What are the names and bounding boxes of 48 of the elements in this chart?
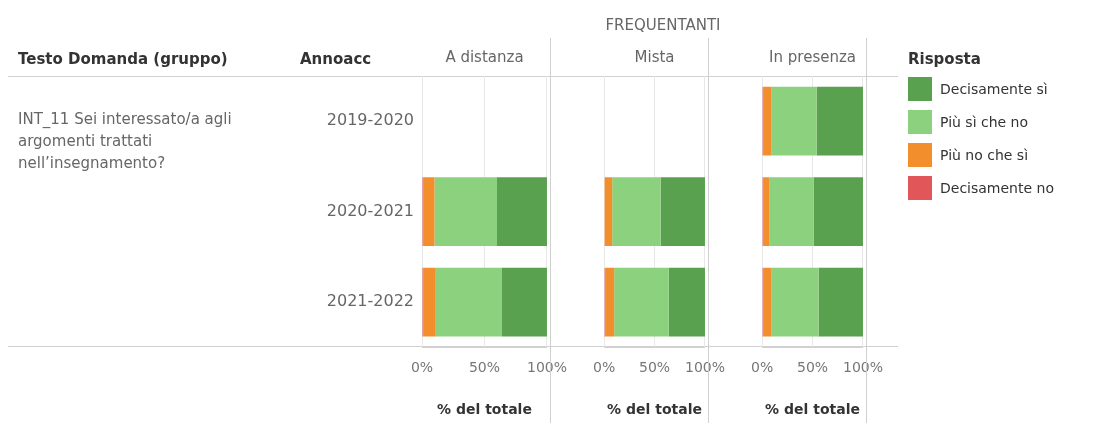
legend-label: Più no che sì: [940, 146, 1029, 163]
chart-title: A distanza: [445, 47, 524, 66]
text: Testo Domanda (gruppo): [18, 50, 228, 68]
bar: [763, 177, 770, 247]
x-tick-label: 0%: [593, 359, 616, 376]
bar: [771, 267, 819, 337]
x-tick-label: 50%: [468, 359, 501, 376]
bar: [668, 267, 705, 337]
bar: [818, 267, 863, 337]
bar: [435, 267, 502, 337]
bar: [816, 86, 863, 156]
legend-label: Decisamente sì: [940, 80, 1048, 97]
bar: [769, 177, 814, 247]
bar: [763, 86, 772, 156]
chart-title: Mista: [634, 47, 675, 66]
x-tick-label: 50%: [796, 359, 829, 376]
bar: [763, 267, 772, 337]
text: FREQUENTANTI: [604, 16, 722, 34]
bar: [604, 177, 613, 247]
legend-label: Decisamente no: [940, 179, 1054, 196]
bar: [501, 267, 547, 337]
bar: [660, 177, 705, 247]
x-axis-title: % del totale: [437, 401, 532, 418]
chart-title: In presenza: [769, 47, 856, 66]
text: Annoacc: [300, 50, 372, 68]
bar: [423, 267, 436, 337]
bar: [434, 177, 497, 247]
bar: [605, 267, 615, 337]
x-tick-label: 0%: [410, 359, 434, 376]
x-tick-label: 50%: [638, 359, 671, 376]
legend-title: Risposta: [908, 50, 982, 68]
bar: [612, 177, 661, 247]
bar: [614, 267, 669, 337]
y-tick-label: 2021-2022: [326, 291, 414, 311]
x-axis-title: % del totale: [607, 401, 702, 418]
x-tick-label: 100%: [684, 359, 725, 376]
text: INT_11 Sei interessato/a agli argomenti trattati nell’insegnamento?: [18, 109, 233, 174]
x-tick-label: 100%: [526, 359, 567, 376]
bar: [496, 177, 547, 247]
legend-label: Più sì che no: [940, 113, 1029, 130]
bar: [423, 177, 435, 247]
x-axis-title: % del totale: [765, 401, 860, 418]
x-tick-label: 0%: [751, 359, 774, 376]
x-tick-label: 100%: [842, 359, 883, 376]
y-tick-label: 2020-2021: [326, 200, 414, 220]
bar: [813, 177, 863, 247]
bar: [771, 86, 817, 156]
y-tick-label: 2019-2020: [326, 110, 414, 130]
